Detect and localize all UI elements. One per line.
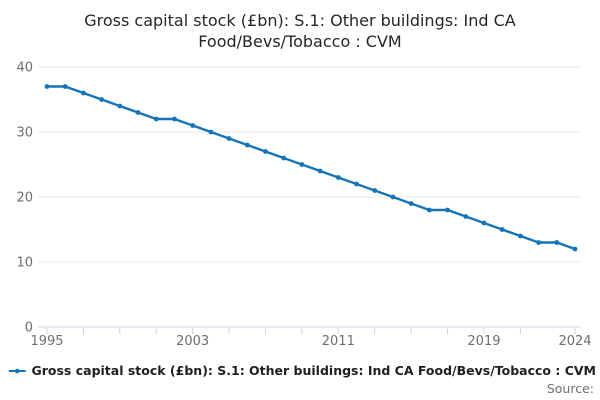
data-point [226, 136, 232, 141]
legend: Gross capital stock (£bn): S.1: Other bu… [8, 363, 596, 378]
data-point [190, 123, 196, 128]
x-axis-tick-label: 2011 [322, 334, 355, 349]
data-point [354, 181, 359, 187]
source-label: Source: [546, 381, 594, 396]
data-point [481, 220, 487, 226]
y-axis-tick-label: 10 [16, 256, 33, 271]
data-point [390, 194, 396, 200]
series-line [45, 85, 577, 251]
data-point [426, 207, 432, 213]
x-axis-tick-label: 2003 [176, 334, 209, 349]
data-point [172, 116, 177, 122]
y-axis-tick-label: 0 [25, 321, 33, 336]
x-axis-tick-label: 2024 [558, 334, 591, 349]
chart-title: Gross capital stock (£bn): S.1: Other bu… [84, 11, 516, 51]
data-point [463, 214, 469, 219]
x-axis-tick-label: 1995 [30, 334, 63, 349]
data-point [135, 110, 141, 115]
legend-line-dot-icon [8, 368, 26, 373]
x-axis-tick-label: 2019 [467, 334, 500, 349]
y-axis-tick-label: 20 [16, 191, 33, 206]
data-point [44, 84, 50, 89]
data-point [81, 90, 86, 96]
data-point [263, 149, 268, 154]
data-point [499, 227, 505, 232]
data-point [372, 188, 378, 193]
data-point [62, 84, 68, 89]
data-point [445, 207, 450, 213]
data-point [208, 129, 214, 135]
data-point [408, 201, 414, 206]
data-point [572, 246, 578, 252]
data-point [335, 175, 341, 180]
data-point [117, 103, 123, 109]
data-point [281, 155, 287, 161]
data-point [317, 168, 323, 174]
data-point [536, 240, 541, 245]
y-axis-tick-label: 30 [16, 126, 33, 141]
data-point [517, 233, 523, 239]
data-point [99, 97, 105, 102]
data-point [244, 142, 250, 148]
legend-series-label: Gross capital stock (£bn): S.1: Other bu… [31, 363, 596, 378]
y-axis-tick-label: 40 [16, 61, 33, 76]
data-point [299, 162, 305, 167]
data-point [554, 240, 560, 245]
data-point [153, 116, 159, 122]
